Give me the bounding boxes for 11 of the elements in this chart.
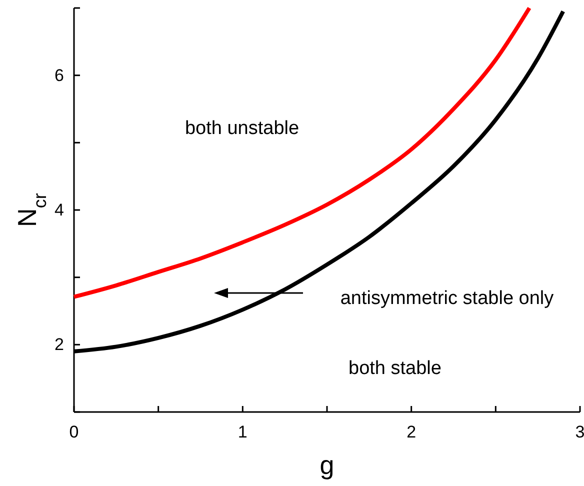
x-axis-title: g xyxy=(320,450,334,480)
y-tick-label: 4 xyxy=(54,200,64,220)
y-tick-label: 2 xyxy=(54,335,64,354)
x-tick-label: 3 xyxy=(575,422,584,442)
annotation: both unstable xyxy=(184,118,300,139)
annotation: both stable xyxy=(348,358,442,379)
x-tick-label: 1 xyxy=(238,422,248,442)
x-tick-label: 2 xyxy=(406,422,416,442)
y-tick-label: 6 xyxy=(54,66,64,85)
x-tick-label: 0 xyxy=(69,422,79,442)
annotation: antisymmetric stable only xyxy=(340,288,554,309)
